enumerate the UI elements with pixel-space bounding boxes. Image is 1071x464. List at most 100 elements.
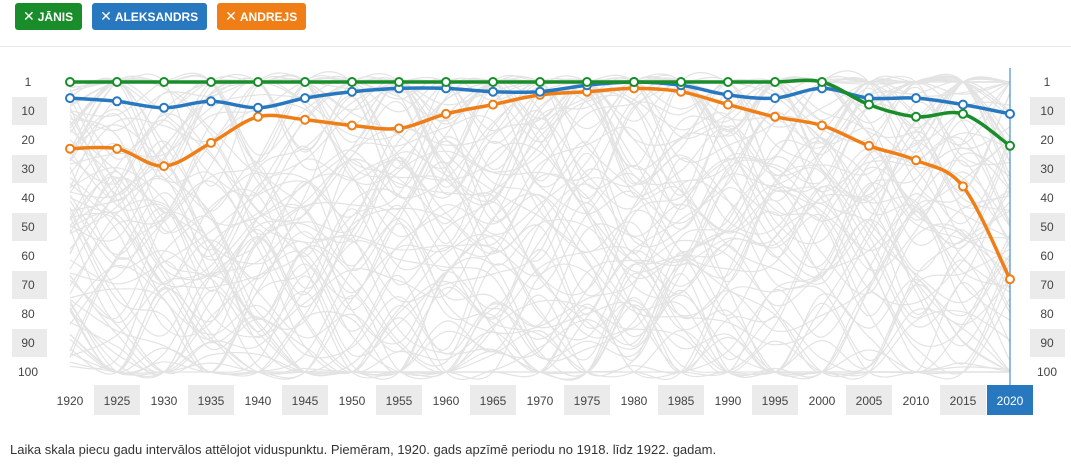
data-point[interactable] (112, 96, 122, 107)
data-point[interactable] (723, 77, 733, 87)
background-line (69, 239, 1010, 375)
close-icon[interactable]: ✕ (100, 8, 112, 24)
data-point[interactable] (159, 161, 169, 172)
background-lines (69, 70, 1011, 381)
data-point[interactable] (159, 102, 169, 113)
data-point[interactable] (441, 108, 451, 119)
data-point[interactable] (911, 93, 921, 104)
x-tick-label[interactable]: 2005 (856, 394, 883, 408)
data-point[interactable] (112, 143, 122, 154)
y-tick-label: 80 (21, 307, 35, 321)
data-point[interactable] (65, 77, 75, 87)
data-point[interactable] (535, 77, 545, 87)
x-tick-label[interactable]: 1950 (339, 394, 366, 408)
y-axis-left: 1 10 20 30 40 50 60 70 80 90 100 (18, 75, 38, 379)
x-tick-label[interactable]: 1990 (715, 394, 742, 408)
data-point[interactable] (253, 77, 263, 87)
data-point[interactable] (1005, 108, 1015, 119)
data-point[interactable] (911, 111, 921, 122)
data-point[interactable] (864, 99, 874, 110)
x-tick-label[interactable]: 1955 (386, 394, 413, 408)
data-point[interactable] (206, 96, 216, 107)
data-point[interactable] (441, 77, 451, 87)
divider (0, 46, 1071, 47)
y-tick-label: 100 (18, 365, 38, 379)
data-point[interactable] (723, 89, 733, 100)
data-point[interactable] (958, 99, 968, 110)
tag-janis[interactable]: ✕ JĀNIS (15, 3, 83, 30)
y-tick-label-right: 10 (1040, 104, 1054, 118)
data-point[interactable] (911, 155, 921, 166)
data-point[interactable] (864, 140, 874, 151)
x-tick-label[interactable]: 2010 (903, 394, 930, 408)
data-point[interactable] (1005, 140, 1015, 151)
data-point[interactable] (347, 77, 357, 87)
data-point[interactable] (394, 77, 404, 87)
data-point[interactable] (65, 143, 75, 154)
x-tick-label[interactable]: 1980 (621, 394, 648, 408)
data-point[interactable] (770, 77, 780, 87)
x-tick-label[interactable]: 1960 (433, 394, 460, 408)
x-tick-label[interactable]: 1940 (245, 394, 272, 408)
data-point[interactable] (300, 114, 310, 125)
x-band (470, 385, 516, 415)
x-tick-label[interactable]: 1935 (198, 394, 225, 408)
background-line (69, 75, 1011, 373)
x-tick-label[interactable]: 1920 (57, 394, 84, 408)
background-line (69, 78, 1011, 373)
data-point[interactable] (958, 181, 968, 192)
data-point[interactable] (770, 111, 780, 122)
data-point[interactable] (817, 77, 827, 87)
data-point[interactable] (723, 99, 733, 110)
x-tick-label[interactable]: 1970 (527, 394, 554, 408)
data-point[interactable] (676, 77, 686, 87)
y-tick-label-right: 40 (1040, 191, 1054, 205)
background-line (69, 127, 1011, 373)
data-point[interactable] (958, 108, 968, 119)
data-point[interactable] (582, 77, 592, 87)
x-tick-label[interactable]: 1995 (762, 394, 789, 408)
tag-aleksandrs[interactable]: ✕ ALEKSANDRS (92, 3, 208, 30)
background-line (69, 78, 1011, 316)
x-tick-label[interactable]: 1925 (104, 394, 131, 408)
data-point[interactable] (347, 120, 357, 131)
y-tick-label-right: 100 (1037, 365, 1057, 379)
close-icon[interactable]: ✕ (23, 8, 35, 24)
data-point[interactable] (488, 99, 498, 110)
tag-andrejs[interactable]: ✕ ANDREJS (217, 3, 307, 30)
data-point[interactable] (347, 86, 357, 97)
x-tick-label[interactable]: 1930 (151, 394, 178, 408)
data-point[interactable] (65, 93, 75, 104)
background-line (69, 186, 1011, 380)
x-tick-label[interactable]: 1985 (668, 394, 695, 408)
data-point[interactable] (206, 137, 216, 148)
x-tick-label[interactable]: 2000 (809, 394, 836, 408)
close-icon[interactable]: ✕ (225, 8, 237, 24)
data-point[interactable] (253, 102, 263, 113)
data-point[interactable] (300, 77, 310, 87)
data-point[interactable] (206, 77, 216, 87)
y-tick-label: 90 (21, 336, 35, 350)
data-point[interactable] (629, 77, 639, 87)
y-band-left (12, 213, 47, 241)
data-point[interactable] (300, 93, 310, 104)
background-line (69, 70, 1011, 374)
background-line (69, 74, 1010, 332)
data-point[interactable] (394, 123, 404, 134)
data-point[interactable] (253, 111, 263, 122)
x-tick-label[interactable]: 2015 (950, 394, 977, 408)
data-point[interactable] (488, 86, 498, 97)
background-line (69, 73, 1011, 357)
background-line (69, 77, 1010, 323)
data-point[interactable] (770, 93, 780, 104)
x-tick-label[interactable]: 1965 (480, 394, 507, 408)
x-tick-label[interactable]: 1975 (574, 394, 601, 408)
data-point[interactable] (112, 77, 122, 87)
x-tick-label[interactable]: 2020 (997, 394, 1024, 408)
data-point[interactable] (535, 86, 545, 97)
data-point[interactable] (488, 77, 498, 87)
x-tick-label[interactable]: 1945 (292, 394, 319, 408)
data-point[interactable] (159, 77, 169, 87)
data-point[interactable] (817, 120, 827, 131)
data-point[interactable] (1005, 274, 1015, 285)
